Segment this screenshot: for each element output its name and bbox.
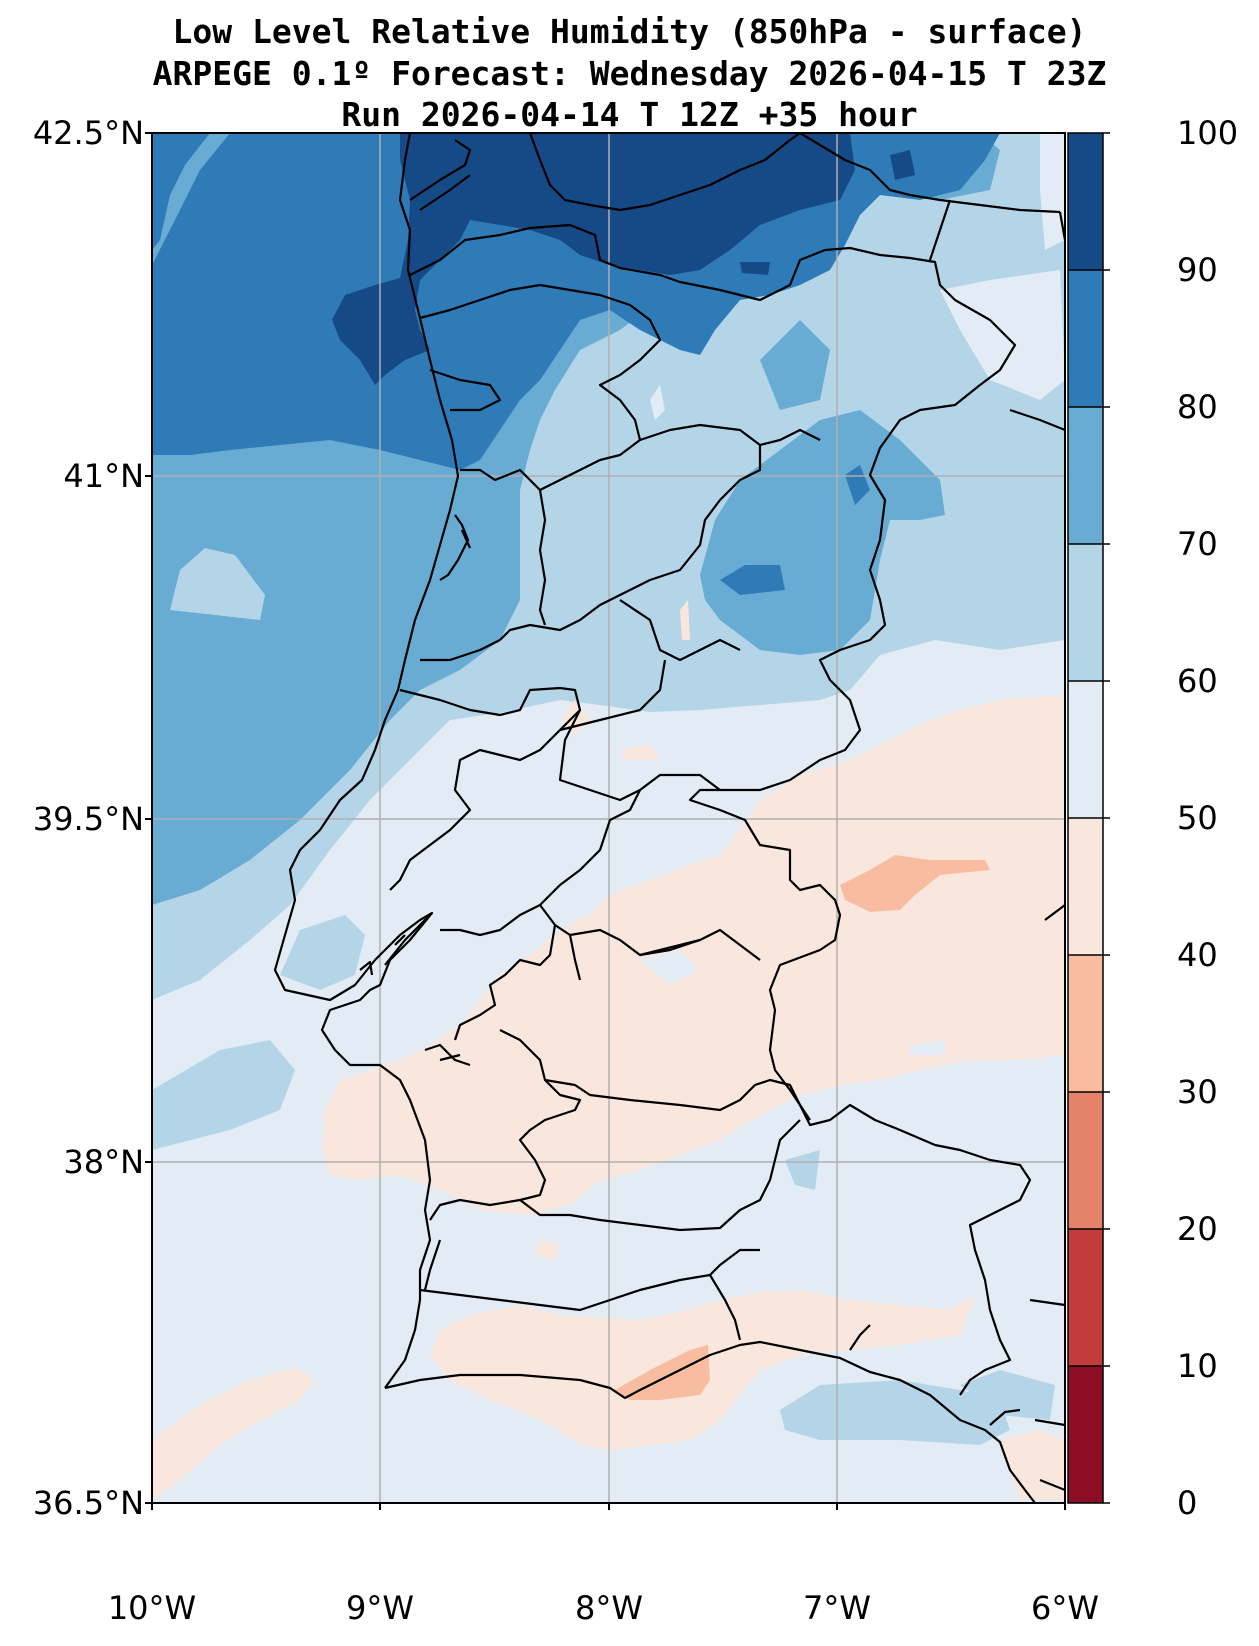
colorbar-segment (1068, 544, 1103, 681)
colorbar-segment (1068, 818, 1103, 955)
rh-80-90-region (152, 133, 1000, 470)
rh-50-60-patch (910, 1040, 945, 1055)
colorbar-label: 70 (1177, 525, 1218, 563)
colorbar-label: 100 (1177, 114, 1239, 152)
rh-70-80-patch (170, 548, 265, 620)
district-lines-douro (499, 423, 821, 641)
rh-90-100-region (332, 133, 855, 385)
rh-60-70-patch (152, 1040, 295, 1150)
rh-60-70-patch (280, 915, 365, 990)
district-lines-algarve (419, 1239, 760, 1341)
colorbar-segment (1068, 681, 1103, 818)
colorbar (1067, 132, 1110, 1504)
colorbar-label: 90 (1177, 251, 1218, 289)
colorbar-segment (1068, 407, 1103, 544)
colorbar-label: 20 (1177, 1210, 1218, 1248)
colorbar-label: 30 (1177, 1073, 1218, 1111)
colorbar-segment (1068, 1366, 1103, 1503)
rh-50-60-patch (640, 950, 700, 985)
rh-80-90-patch (720, 565, 785, 595)
rh-50-60-patch (1040, 133, 1065, 250)
border-spain-north (528, 133, 1061, 214)
title-line-3: Run 2026-04-14 T 12Z +35 hour (341, 95, 918, 134)
colorbar-label: 0 (1177, 1484, 1198, 1522)
rh-80-90-region (152, 133, 210, 250)
lat-label: 41°N (63, 457, 144, 495)
lon-label: 6°W (1031, 1589, 1099, 1627)
coastline-and-borders (273, 133, 1065, 1503)
lon-label: 9°W (346, 1589, 414, 1627)
colorbar-segment (1068, 133, 1103, 270)
rh-40-50-region (322, 695, 1065, 1215)
rh-30-40-region (840, 855, 990, 912)
rh-30-40-region (615, 1345, 710, 1400)
rh-80-90-patch (845, 465, 870, 505)
colorbar-label: 40 (1177, 936, 1218, 974)
district-lines-beira (420, 368, 741, 662)
rh-40-50-patch (535, 1240, 560, 1260)
colorbar-segment (1068, 1092, 1103, 1229)
rh-50-60-patch (940, 270, 1065, 400)
colorbar-segment (1068, 270, 1103, 407)
sado-estuary (424, 1043, 471, 1067)
rh-90-100-patch (890, 150, 915, 180)
rh-40-50-patch (620, 745, 660, 760)
title-line-2: ARPEGE 0.1º Forecast: Wednesday 2026-04-… (152, 54, 1107, 93)
rh-90-100-patch (740, 262, 770, 275)
title-line-1: Low Level Relative Humidity (850hPa - su… (172, 12, 1087, 51)
spain-south-lines (849, 904, 1065, 1492)
rh-60-70-patch (785, 1150, 820, 1190)
district-lines-beja (429, 1079, 801, 1232)
lat-label: 39.5°N (32, 800, 144, 838)
rh-50-60-patch (730, 1415, 765, 1440)
colorbar-label: 80 (1177, 388, 1218, 426)
humidity-field (152, 133, 1065, 1503)
border-north-minho (409, 139, 472, 211)
colorbar-label: 50 (1177, 799, 1218, 837)
tagus-estuary (359, 914, 431, 976)
district-lines-centre (389, 659, 721, 891)
colorbar-label: 10 (1177, 1347, 1218, 1385)
lon-label: 8°W (575, 1589, 643, 1627)
lat-label: 38°N (63, 1143, 144, 1181)
lon-label: 10°W (107, 1589, 197, 1627)
colorbar-segment (1068, 1229, 1103, 1366)
rh-40-50-patch (560, 700, 590, 735)
lat-label: 42.5°N (32, 114, 144, 152)
rh-40-50-patch (152, 1368, 315, 1500)
colorbar-label: 60 (1177, 662, 1218, 700)
colorbar-segment (1068, 955, 1103, 1092)
axis-ticks (145, 132, 1066, 1510)
lat-label: 36.5°N (32, 1484, 144, 1522)
graticule (152, 133, 1065, 1503)
west-coastline (273, 133, 460, 1389)
rh-70-80-patch (760, 320, 830, 410)
lon-label: 7°W (803, 1589, 871, 1627)
aveiro-lagoon (439, 514, 472, 581)
south-coastline (384, 1340, 1036, 1503)
rh-60-70-patch (960, 1370, 1055, 1420)
rh-70-80-patch (700, 410, 945, 655)
rh-50-60-patch (650, 385, 665, 420)
border-pt-es-north (409, 223, 1032, 1396)
rh-40-50-patch (680, 600, 690, 640)
district-lines-alentejo (453, 924, 811, 1121)
